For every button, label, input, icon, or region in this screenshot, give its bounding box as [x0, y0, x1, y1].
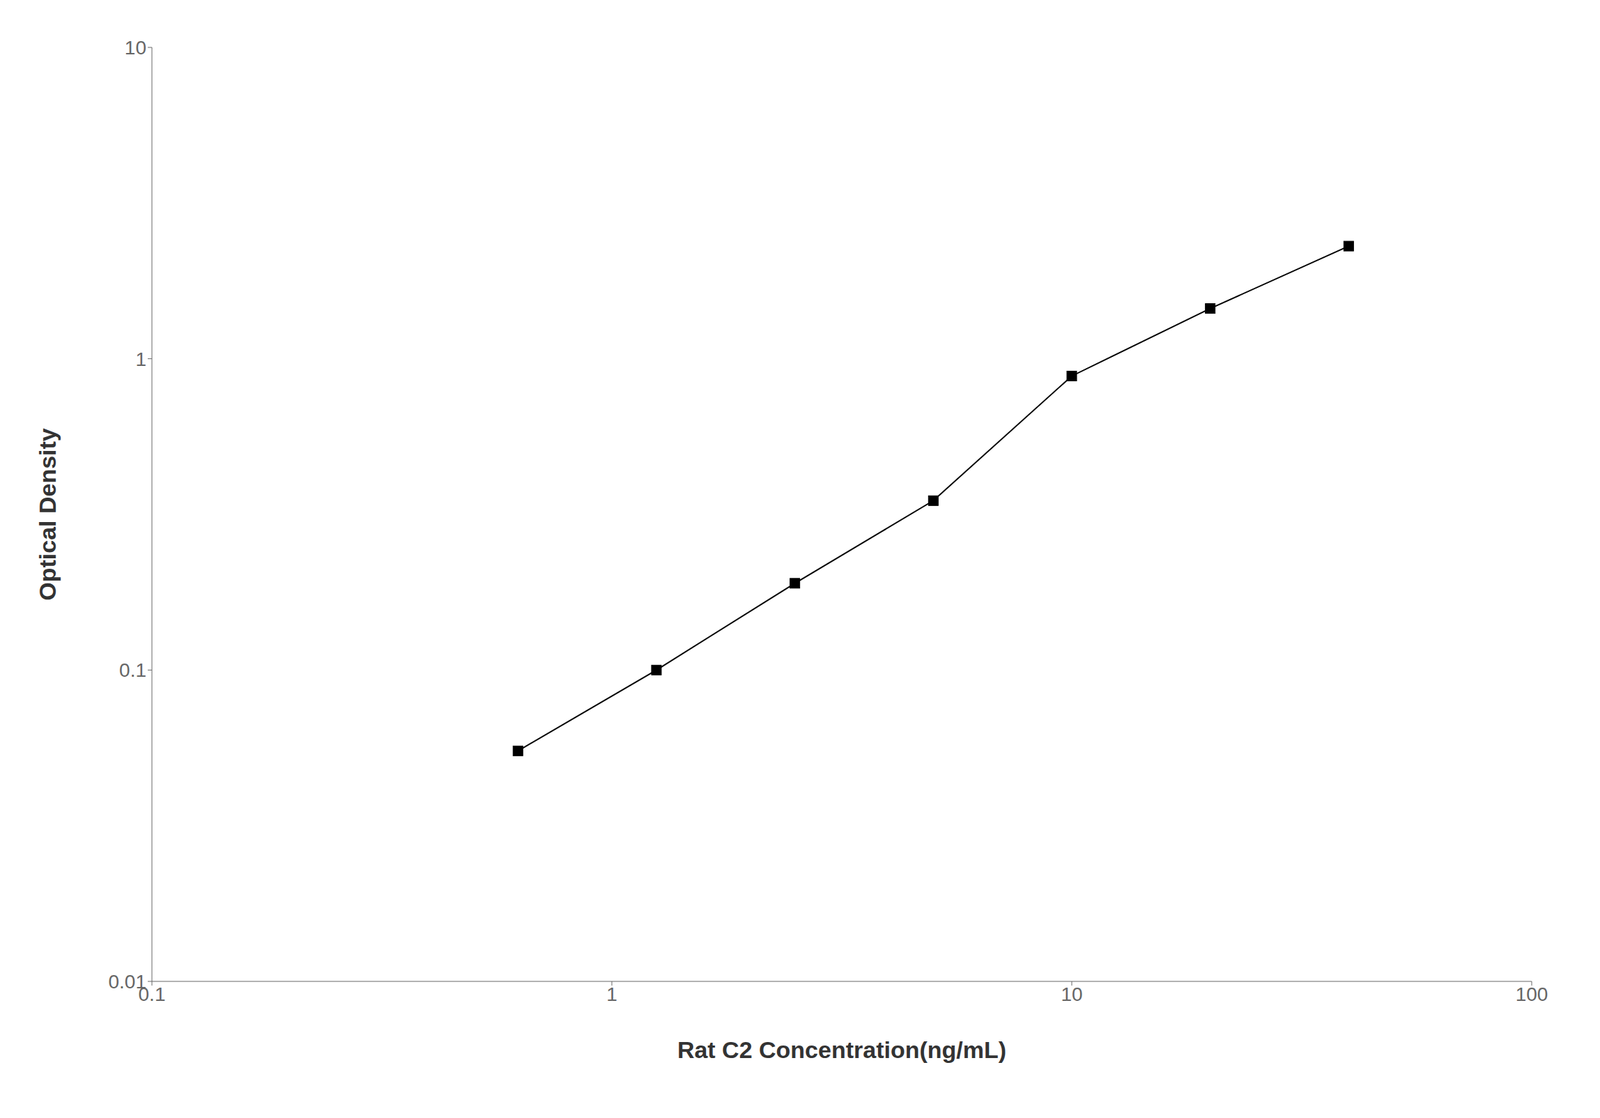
- svg-text:0.1: 0.1: [119, 659, 147, 681]
- svg-text:1: 1: [135, 348, 147, 371]
- svg-text:0.01: 0.01: [108, 970, 148, 993]
- svg-text:0.1: 0.1: [138, 983, 166, 1005]
- svg-text:10: 10: [1060, 983, 1083, 1005]
- svg-text:Optical Density: Optical Density: [34, 427, 61, 601]
- svg-text:1: 1: [606, 983, 618, 1005]
- svg-text:100: 100: [1515, 983, 1549, 1005]
- svg-text:Rat C2 Concentration(ng/mL): Rat C2 Concentration(ng/mL): [677, 1036, 1007, 1063]
- svg-text:10: 10: [124, 36, 147, 59]
